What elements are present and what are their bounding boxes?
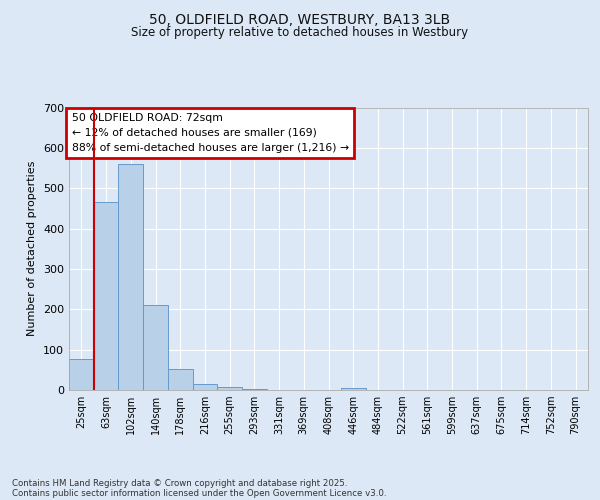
Y-axis label: Number of detached properties: Number of detached properties	[28, 161, 37, 336]
Bar	[94, 202, 118, 390]
Text: Size of property relative to detached houses in Westbury: Size of property relative to detached ho…	[131, 26, 469, 39]
Bar	[118, 164, 143, 390]
Text: 50 OLDFIELD ROAD: 72sqm
← 12% of detached houses are smaller (169)
88% of semi-d: 50 OLDFIELD ROAD: 72sqm ← 12% of detache…	[71, 113, 349, 153]
Bar	[69, 358, 94, 390]
Text: Contains HM Land Registry data © Crown copyright and database right 2025.: Contains HM Land Registry data © Crown c…	[12, 478, 347, 488]
Text: Contains public sector information licensed under the Open Government Licence v3: Contains public sector information licen…	[12, 488, 386, 498]
Bar	[143, 305, 168, 390]
Bar	[217, 387, 242, 390]
Bar	[341, 388, 365, 390]
Bar	[242, 389, 267, 390]
Bar	[193, 384, 217, 390]
Text: 50, OLDFIELD ROAD, WESTBURY, BA13 3LB: 50, OLDFIELD ROAD, WESTBURY, BA13 3LB	[149, 12, 451, 26]
Bar	[168, 369, 193, 390]
